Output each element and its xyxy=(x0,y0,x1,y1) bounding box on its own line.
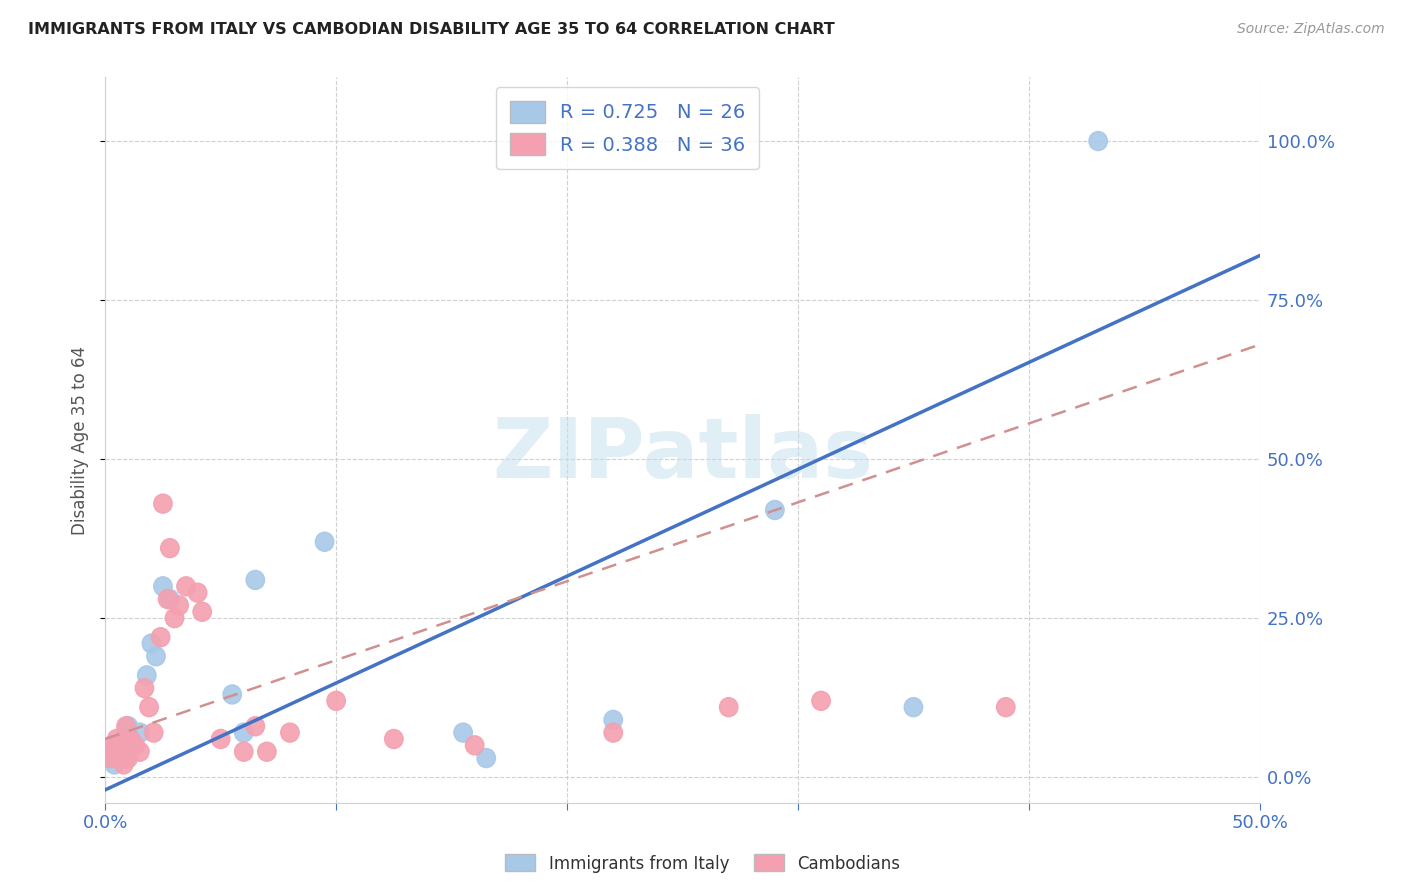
Ellipse shape xyxy=(131,742,149,761)
Ellipse shape xyxy=(112,736,131,755)
Ellipse shape xyxy=(246,570,264,590)
Ellipse shape xyxy=(224,685,242,704)
Ellipse shape xyxy=(142,634,160,653)
Ellipse shape xyxy=(166,608,184,628)
Ellipse shape xyxy=(121,730,139,748)
Ellipse shape xyxy=(605,723,623,742)
Ellipse shape xyxy=(152,628,170,647)
Ellipse shape xyxy=(904,698,922,716)
Ellipse shape xyxy=(146,647,166,665)
Ellipse shape xyxy=(328,691,346,710)
Ellipse shape xyxy=(145,723,163,742)
Ellipse shape xyxy=(720,698,738,716)
Ellipse shape xyxy=(103,736,121,755)
Ellipse shape xyxy=(160,590,179,608)
Text: IMMIGRANTS FROM ITALY VS CAMBODIAN DISABILITY AGE 35 TO 64 CORRELATION CHART: IMMIGRANTS FROM ITALY VS CAMBODIAN DISAB… xyxy=(28,22,835,37)
Ellipse shape xyxy=(605,710,623,730)
Ellipse shape xyxy=(454,723,472,742)
Y-axis label: Disability Age 35 to 64: Disability Age 35 to 64 xyxy=(72,345,89,534)
Ellipse shape xyxy=(235,723,253,742)
Ellipse shape xyxy=(188,583,207,602)
Ellipse shape xyxy=(117,748,135,768)
Ellipse shape xyxy=(193,602,211,622)
Ellipse shape xyxy=(131,723,149,742)
Ellipse shape xyxy=(315,533,333,551)
Ellipse shape xyxy=(107,748,127,768)
Ellipse shape xyxy=(139,698,159,716)
Ellipse shape xyxy=(766,500,785,519)
Ellipse shape xyxy=(117,716,135,736)
Ellipse shape xyxy=(110,736,128,755)
Ellipse shape xyxy=(159,590,177,608)
Ellipse shape xyxy=(465,736,484,755)
Legend: R = 0.725   N = 26, R = 0.388   N = 36: R = 0.725 N = 26, R = 0.388 N = 36 xyxy=(496,87,759,169)
Ellipse shape xyxy=(120,716,138,736)
Ellipse shape xyxy=(477,748,495,768)
Ellipse shape xyxy=(177,577,195,596)
Ellipse shape xyxy=(105,742,124,761)
Ellipse shape xyxy=(1088,131,1108,151)
Ellipse shape xyxy=(385,730,404,748)
Text: Source: ZipAtlas.com: Source: ZipAtlas.com xyxy=(1237,22,1385,37)
Ellipse shape xyxy=(153,494,172,513)
Ellipse shape xyxy=(105,755,124,774)
Ellipse shape xyxy=(160,539,179,558)
Ellipse shape xyxy=(211,730,231,748)
Ellipse shape xyxy=(170,596,188,615)
Ellipse shape xyxy=(811,691,831,710)
Ellipse shape xyxy=(997,698,1015,716)
Ellipse shape xyxy=(124,736,142,755)
Ellipse shape xyxy=(257,742,276,761)
Ellipse shape xyxy=(138,665,156,685)
Ellipse shape xyxy=(112,742,131,761)
Ellipse shape xyxy=(135,679,153,698)
Ellipse shape xyxy=(114,755,134,774)
Legend: Immigrants from Italy, Cambodians: Immigrants from Italy, Cambodians xyxy=(499,847,907,880)
Ellipse shape xyxy=(235,742,253,761)
Text: ZIPatlas: ZIPatlas xyxy=(492,414,873,495)
Ellipse shape xyxy=(153,577,172,596)
Ellipse shape xyxy=(101,748,120,768)
Ellipse shape xyxy=(127,736,145,755)
Ellipse shape xyxy=(103,742,121,761)
Ellipse shape xyxy=(281,723,299,742)
Ellipse shape xyxy=(246,716,264,736)
Ellipse shape xyxy=(110,748,128,768)
Ellipse shape xyxy=(120,748,138,768)
Ellipse shape xyxy=(114,730,134,748)
Ellipse shape xyxy=(107,730,127,748)
Ellipse shape xyxy=(101,748,120,768)
